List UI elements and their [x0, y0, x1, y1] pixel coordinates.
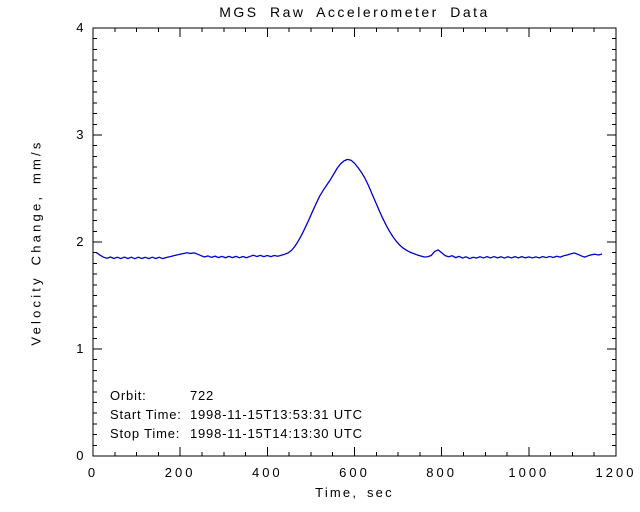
- x-tick-label: 800: [426, 465, 457, 480]
- y-tick-label: 0: [76, 448, 84, 463]
- x-axis-label: Time, sec: [315, 485, 394, 500]
- annotation-label: Orbit:: [110, 388, 147, 403]
- annotation-value: 1998-11-15T13:53:31 UTC: [190, 407, 363, 422]
- x-tick-label: 600: [339, 465, 370, 480]
- y-axis-label: Velocity Change, mm/s: [28, 139, 44, 346]
- y-tick-label: 3: [76, 127, 84, 142]
- x-tick-label: 400: [251, 465, 283, 480]
- x-tick-label: 1200: [595, 465, 637, 480]
- y-tick-label: 1: [76, 341, 84, 356]
- annotation-value: 722: [190, 388, 215, 403]
- chart-title: MGS Raw Accelerometer Data: [219, 4, 490, 20]
- x-tick-label: 200: [164, 465, 196, 480]
- y-tick-label: 4: [76, 20, 84, 35]
- annotation-row-orbit: Orbit: 722: [110, 388, 363, 407]
- annotation-row-start-time: Start Time: 1998-11-15T13:53:31 UTC: [110, 407, 363, 426]
- y-tick-label: 2: [76, 234, 84, 249]
- data-curve: [96, 158, 603, 260]
- annotation-value: 1998-11-15T14:13:30 UTC: [190, 426, 363, 441]
- x-tick-label: 0: [87, 465, 99, 480]
- x-tick-label: 1000: [508, 465, 550, 480]
- annotation-label: Start Time:: [110, 407, 182, 422]
- annotation-row-stop-time: Stop Time: 1998-11-15T14:13:30 UTC: [110, 426, 363, 445]
- annotation-block: Orbit: 722 Start Time: 1998-11-15T13:53:31…: [110, 388, 363, 445]
- annotation-label: Stop Time:: [110, 426, 181, 441]
